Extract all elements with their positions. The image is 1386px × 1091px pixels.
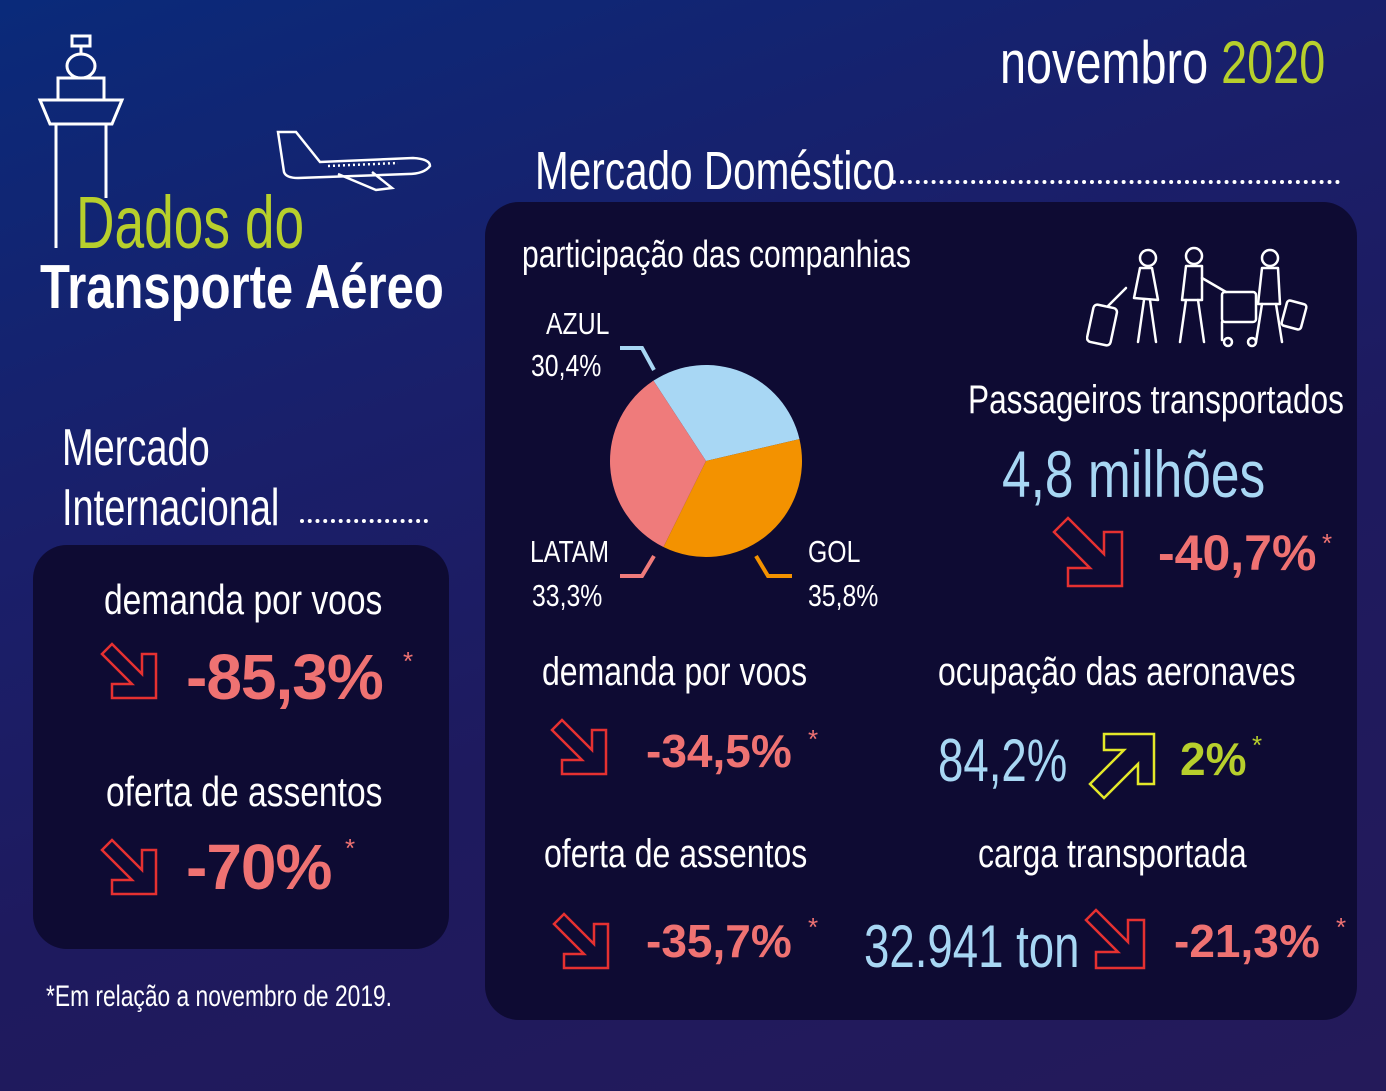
cargo-value: 32.941 ton: [864, 913, 1080, 980]
intl-demand-label: demanda por voos: [104, 576, 383, 623]
airplane-icon: [276, 130, 432, 192]
travelers-icon: [1086, 246, 1308, 348]
report-month: novembro: [1000, 29, 1209, 96]
pie-slice-azul: [653, 365, 800, 461]
occupancy-up-arrow-icon: [1088, 732, 1156, 800]
passengers-asterisk: *: [1322, 528, 1333, 558]
dom-demand-label: demanda por voos: [542, 650, 808, 694]
intl-seats-label: oferta de assentos: [106, 768, 383, 815]
international-heading-2: Internacional: [62, 479, 280, 537]
pie-slice-latam: [610, 380, 706, 548]
dom-seats-down-arrow-icon: [552, 912, 610, 970]
intl-demand-asterisk: *: [403, 646, 414, 676]
title-line-2: Transporte Aéreo: [40, 253, 444, 322]
control-tower-icon: [37, 34, 125, 248]
cargo-change: -21,3%: [1174, 915, 1320, 967]
leader-latam: [620, 554, 656, 578]
occupancy-label: ocupação das aeronaves: [938, 650, 1296, 694]
dom-seats-label: oferta de assentos: [544, 832, 808, 876]
domestic-panel: [485, 202, 1357, 1020]
passengers-label: Passageiros transportados: [968, 378, 1344, 422]
intl-demand-down-arrow-icon: [100, 642, 158, 700]
cargo-asterisk: *: [1336, 912, 1347, 942]
international-divider: [300, 519, 428, 523]
international-panel: [33, 545, 449, 949]
report-date: novembro 2020: [1000, 28, 1325, 97]
pie-leader-lines: [620, 346, 792, 578]
intl-seats-asterisk: *: [345, 833, 356, 863]
market-share-pie-chart: [610, 365, 802, 557]
domestic-divider: [892, 180, 1340, 184]
pie-slice-gol: [663, 439, 802, 557]
leader-gol: [754, 554, 792, 578]
international-heading-1: Mercado: [62, 419, 210, 477]
pie-value-azul: 30,4%: [531, 348, 602, 383]
passengers-change: -40,7%: [1158, 525, 1317, 581]
passengers-down-arrow-icon: [1052, 516, 1124, 588]
passengers-value: 4,8 milhões: [1002, 437, 1266, 511]
cargo-label: carga transportada: [978, 832, 1247, 876]
dom-seats-value: -35,7%: [646, 915, 792, 967]
occupancy-change: 2%: [1180, 733, 1247, 785]
footnote: *Em relação a novembro de 2019.: [46, 980, 393, 1013]
occupancy-asterisk: *: [1252, 730, 1263, 760]
dom-demand-down-arrow-icon: [550, 718, 608, 776]
pie-label-latam: LATAM: [530, 534, 610, 569]
dom-demand-value: -34,5%: [646, 725, 792, 777]
pie-value-gol: 35,8%: [808, 578, 879, 613]
leader-azul: [620, 346, 656, 371]
intl-demand-value: -85,3%: [186, 641, 384, 713]
dom-demand-asterisk: *: [808, 724, 819, 754]
intl-seats-value: -70%: [186, 831, 332, 903]
pie-label-gol: GOL: [808, 534, 861, 569]
intl-seats-down-arrow-icon: [100, 838, 158, 896]
pie-label-azul: AZUL: [546, 306, 610, 341]
cargo-down-arrow-icon: [1084, 908, 1146, 970]
share-title: participação das companhias: [522, 234, 911, 276]
dom-seats-asterisk: *: [808, 912, 819, 942]
occupancy-value: 84,2%: [938, 727, 1068, 794]
domestic-heading: Mercado Doméstico: [535, 141, 896, 201]
pie-value-latam: 33,3%: [532, 578, 603, 613]
report-year: 2020: [1221, 29, 1326, 96]
title-line-1: Dados do: [76, 181, 305, 264]
